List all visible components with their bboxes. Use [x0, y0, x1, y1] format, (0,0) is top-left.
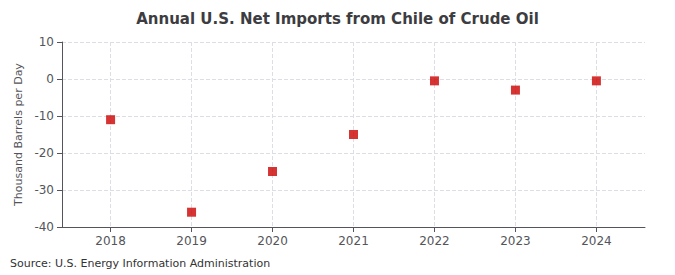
svg-text:2022: 2022: [419, 234, 450, 248]
svg-text:2019: 2019: [176, 234, 207, 248]
svg-text:-30: -30: [34, 183, 54, 197]
svg-text:Source: U.S. Energy Informatio: Source: U.S. Energy Information Administ…: [10, 257, 270, 270]
svg-text:0: 0: [46, 72, 54, 86]
svg-text:2023: 2023: [500, 234, 531, 248]
svg-text:-40: -40: [34, 220, 54, 234]
svg-text:2018: 2018: [95, 234, 126, 248]
svg-text:10: 10: [39, 35, 54, 49]
svg-text:Thousand Barrels per Day: Thousand Barrels per Day: [12, 63, 25, 207]
svg-text:-20: -20: [34, 146, 54, 160]
svg-text:2020: 2020: [257, 234, 288, 248]
svg-text:Annual U.S. Net Imports from C: Annual U.S. Net Imports from Chile of Cr…: [136, 10, 539, 28]
svg-text:2021: 2021: [338, 234, 369, 248]
svg-text:2024: 2024: [581, 234, 612, 248]
svg-text:-10: -10: [34, 109, 54, 123]
